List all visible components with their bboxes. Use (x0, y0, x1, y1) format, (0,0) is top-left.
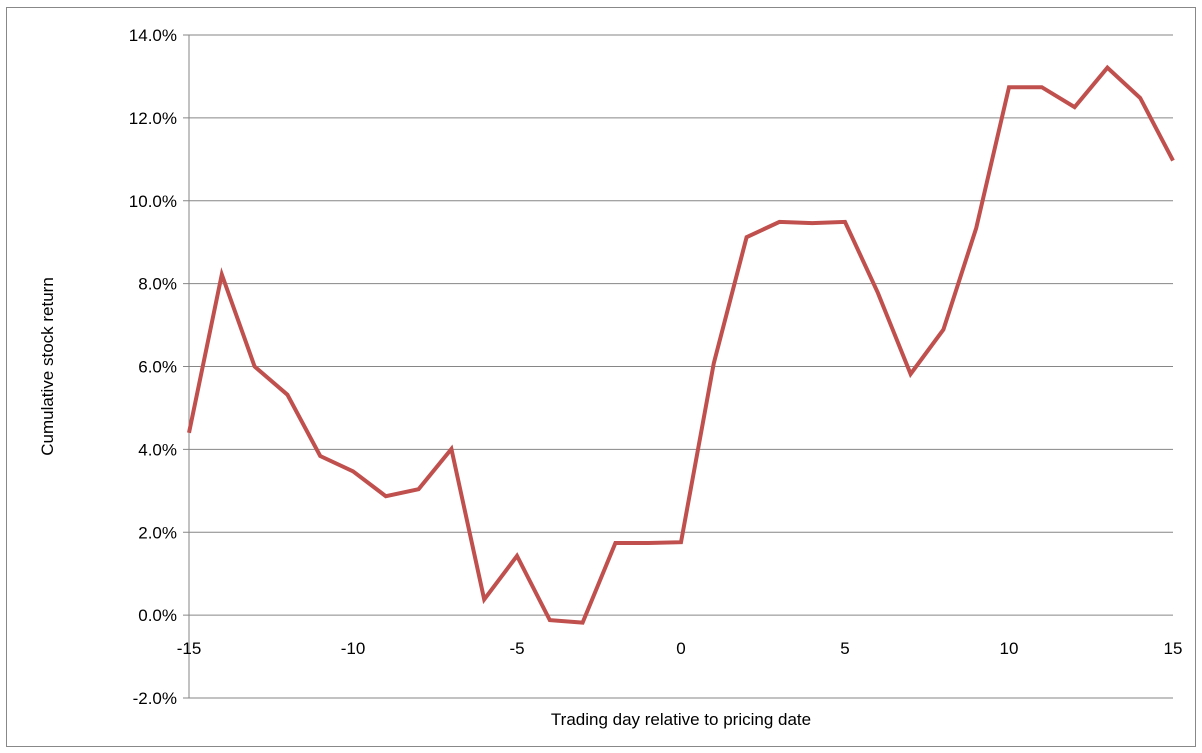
y-tick-label: 2.0% (138, 523, 177, 542)
x-axis-title: Trading day relative to pricing date (551, 710, 811, 729)
line-chart: -2.0% 0.0% 2.0% 4.0% 6.0% 8.0% 10.0% 12.0% 14.0%… (38, 26, 1183, 729)
x-tick-label: -15 (177, 639, 202, 658)
y-axis-title: Cumulative stock return (38, 277, 57, 456)
chart-frame: -2.0% 0.0% 2.0% 4.0% 6.0% 8.0% 10.0% 12.0% 14.0%… (6, 7, 1196, 747)
y-tick-label: -2.0% (133, 689, 177, 708)
x-tick-label: 0 (676, 639, 685, 658)
y-tick-label: 4.0% (138, 440, 177, 459)
x-tick-label: 5 (840, 639, 849, 658)
axes (183, 34, 1173, 699)
tick-labels: -2.0% 0.0% 2.0% 4.0% 6.0% 8.0% 10.0% 12.0% 14.0%… (129, 26, 1183, 708)
x-tick-label: -5 (509, 639, 524, 658)
y-tick-label: 8.0% (138, 275, 177, 294)
x-tick-label: -10 (341, 639, 366, 658)
y-tick-label: 14.0% (129, 26, 177, 45)
y-tick-label: 0.0% (138, 606, 177, 625)
x-tick-label: 10 (1000, 639, 1019, 658)
x-tick-label: 15 (1164, 639, 1183, 658)
y-tick-label: 12.0% (129, 109, 177, 128)
series-layer (187, 64, 1175, 625)
gridlines (189, 34, 1173, 533)
y-tick-label: 10.0% (129, 192, 177, 211)
y-tick-label: 6.0% (138, 358, 177, 377)
series-line (187, 64, 1175, 625)
